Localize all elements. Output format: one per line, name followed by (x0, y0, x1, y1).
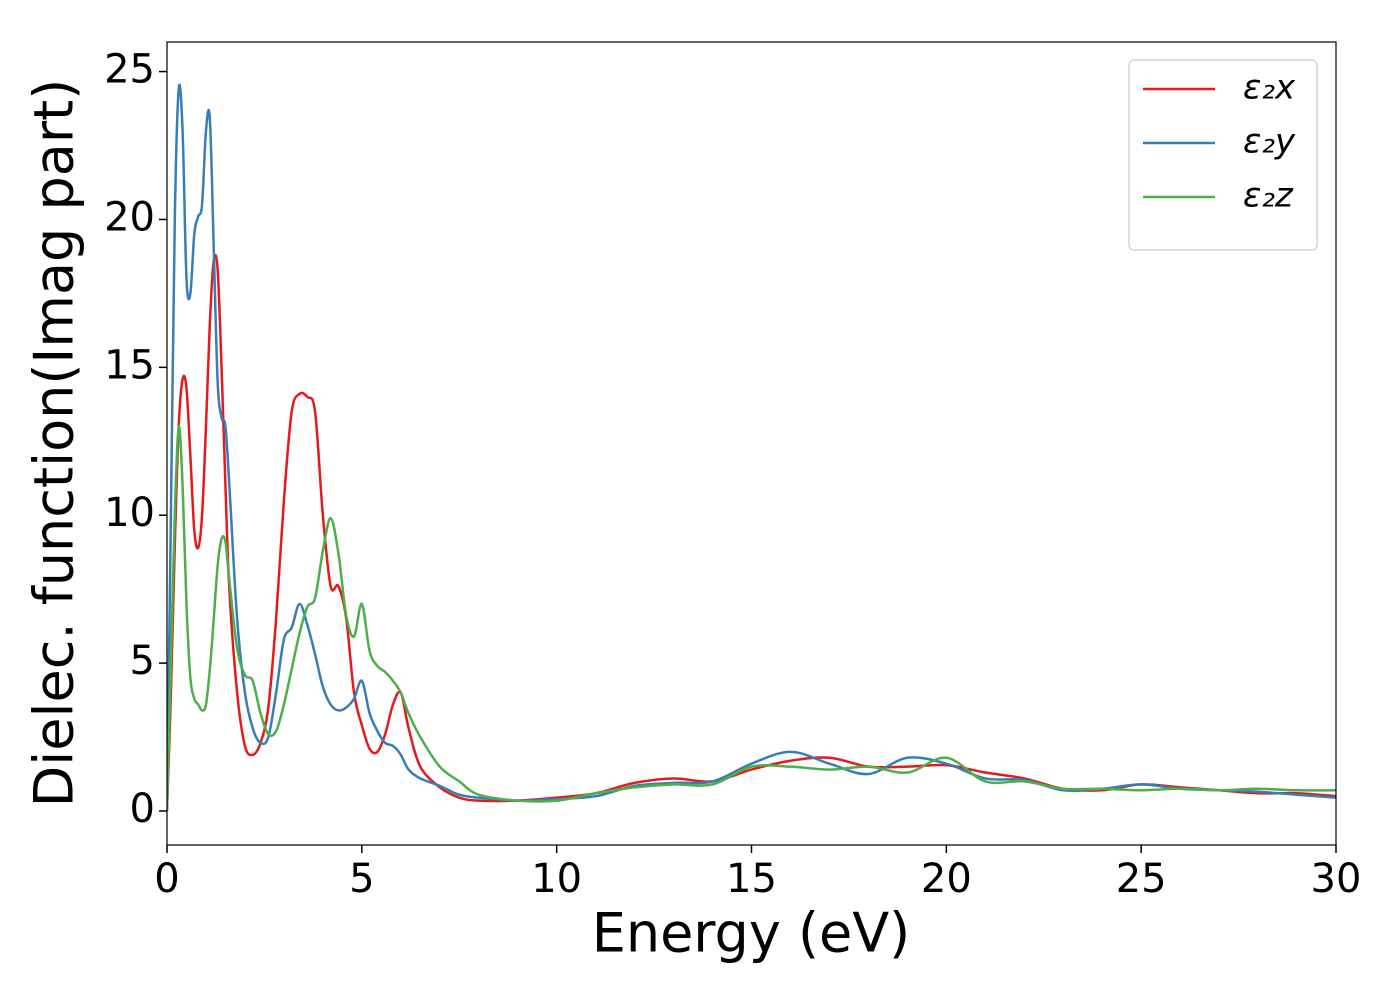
x-tick-label: 5 (349, 856, 374, 902)
line (167, 253, 1336, 812)
y-tick-label: 15 (104, 342, 155, 388)
plot-frame (166, 41, 1337, 846)
legend-label: ε₂y (1243, 122, 1296, 162)
y-tick-label: 10 (104, 490, 155, 536)
line (167, 425, 1336, 812)
x-tick-label: 20 (921, 856, 972, 902)
y-tick-label: 25 (104, 47, 155, 93)
x-tick-label: 25 (1116, 856, 1167, 902)
y-axis-label: Dielec. function(Imag part) (23, 79, 86, 808)
legend-label: ε₂z (1243, 176, 1294, 216)
x-tick-label: 30 (1311, 856, 1362, 902)
legend-label: ε₂x (1243, 68, 1296, 108)
x-tick-label: 10 (531, 856, 582, 902)
x-tick-label: 15 (726, 856, 777, 902)
x-tick-label: 0 (154, 856, 179, 902)
legend-box (1128, 59, 1318, 251)
y-tick-label: 5 (130, 638, 155, 684)
line (167, 83, 1336, 812)
x-axis-label: Energy (eV) (592, 902, 911, 965)
y-tick-label: 20 (104, 194, 155, 240)
y-tick-label: 0 (130, 786, 155, 832)
